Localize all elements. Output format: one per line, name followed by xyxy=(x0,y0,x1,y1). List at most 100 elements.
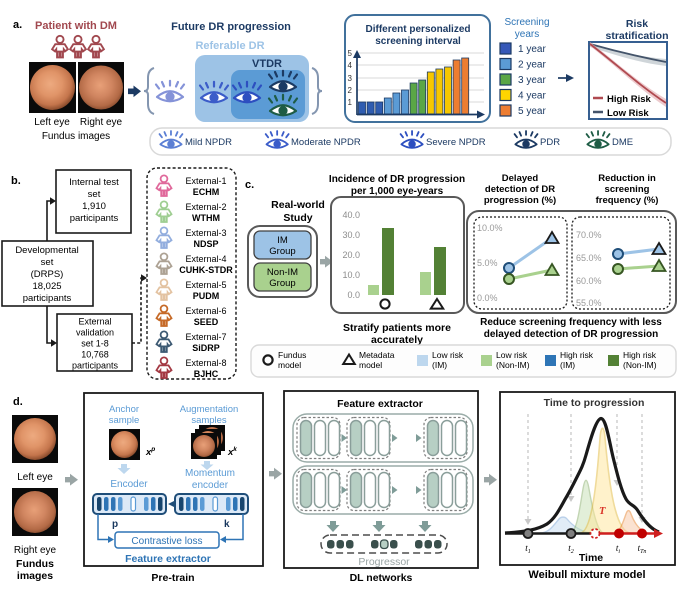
svg-text:progression (%): progression (%) xyxy=(484,195,556,206)
svg-text:(Non-IM): (Non-IM) xyxy=(623,360,657,370)
svg-text:Patient with DM: Patient with DM xyxy=(35,20,117,32)
svg-text:b.: b. xyxy=(11,175,21,187)
svg-text:Non-IM: Non-IM xyxy=(267,267,298,278)
svg-text:(Non-IM): (Non-IM) xyxy=(496,360,530,370)
svg-text:p: p xyxy=(112,519,118,530)
svg-text:Real-world: Real-world xyxy=(271,199,325,211)
svg-text:2 year: 2 year xyxy=(518,60,546,71)
svg-text:DME: DME xyxy=(612,137,633,148)
svg-text:1: 1 xyxy=(348,98,353,107)
svg-text:samples: samples xyxy=(191,415,227,426)
svg-text:4 year: 4 year xyxy=(518,91,546,102)
svg-text:tTn: tTn xyxy=(638,543,647,555)
svg-text:60.0%: 60.0% xyxy=(576,276,602,286)
svg-text:Fundus images: Fundus images xyxy=(42,131,110,142)
svg-text:External-5: External-5 xyxy=(185,280,226,290)
svg-text:65.0%: 65.0% xyxy=(576,253,602,263)
svg-text:frequency (%): frequency (%) xyxy=(596,195,659,206)
svg-text:Pre-train: Pre-train xyxy=(151,572,194,584)
svg-text:Contrastive loss: Contrastive loss xyxy=(131,536,202,547)
svg-text:Time to progression: Time to progression xyxy=(544,397,645,409)
svg-text:VTDR: VTDR xyxy=(252,58,282,70)
svg-text:Time: Time xyxy=(579,552,603,564)
svg-text:delayed detection of DR progre: delayed detection of DR progression xyxy=(484,329,658,340)
svg-text:0.0: 0.0 xyxy=(347,290,360,300)
svg-text:Stratify patients more: Stratify patients more xyxy=(343,322,451,334)
svg-text:Moderate NPDR: Moderate NPDR xyxy=(291,137,361,148)
svg-text:Augmentation: Augmentation xyxy=(180,404,239,415)
svg-text:Incidence of DR progression: Incidence of DR progression xyxy=(329,174,465,185)
svg-text:participants: participants xyxy=(23,293,72,304)
svg-text:Feature extractor: Feature extractor xyxy=(125,553,211,565)
svg-text:Mild NPDR: Mild NPDR xyxy=(185,137,232,148)
svg-text:SEED: SEED xyxy=(194,317,219,327)
svg-text:screening: screening xyxy=(605,184,650,195)
svg-text:ECHM: ECHM xyxy=(193,187,220,197)
svg-text:detection of DR: detection of DR xyxy=(485,184,555,195)
svg-text:model: model xyxy=(278,360,301,370)
svg-text:set: set xyxy=(88,189,101,200)
svg-text:t1: t1 xyxy=(525,543,531,555)
svg-text:Reduction in: Reduction in xyxy=(598,173,656,184)
svg-text:18,025: 18,025 xyxy=(32,281,61,292)
svg-text:External-1: External-1 xyxy=(185,176,226,186)
svg-text:High risk: High risk xyxy=(560,350,594,360)
svg-text:5: 5 xyxy=(348,49,353,58)
svg-text:Progressor: Progressor xyxy=(358,556,410,568)
svg-text:Severe NPDR: Severe NPDR xyxy=(426,137,486,148)
svg-text:Left eye: Left eye xyxy=(34,117,70,128)
svg-text:sample: sample xyxy=(109,415,140,426)
svg-text:IM: IM xyxy=(277,235,288,246)
svg-text:1,910: 1,910 xyxy=(82,201,106,212)
svg-text:10.0: 10.0 xyxy=(342,270,360,280)
svg-text:CUHK-STDR: CUHK-STDR xyxy=(179,265,233,275)
svg-text:(IM): (IM) xyxy=(560,360,575,370)
svg-text:d.: d. xyxy=(13,396,23,408)
svg-text:Right eye: Right eye xyxy=(14,545,57,556)
svg-text:participants: participants xyxy=(70,213,119,224)
svg-text:encoder: encoder xyxy=(192,480,229,491)
svg-text:Weibull mixture model: Weibull mixture model xyxy=(528,569,645,581)
svg-text:participants: participants xyxy=(72,361,119,371)
svg-text:External-6: External-6 xyxy=(185,306,226,316)
svg-text:Right eye: Right eye xyxy=(80,117,123,128)
svg-text:Internal test: Internal test xyxy=(69,177,119,188)
svg-text:Referable DR: Referable DR xyxy=(195,40,264,52)
svg-text:External-8: External-8 xyxy=(185,358,226,368)
svg-text:Different personalized: Different personalized xyxy=(365,24,470,35)
svg-text:Low risk: Low risk xyxy=(496,350,528,360)
svg-text:70.0%: 70.0% xyxy=(576,230,602,240)
svg-text:Screening: Screening xyxy=(504,17,549,28)
svg-text:Delayed: Delayed xyxy=(502,173,539,184)
svg-text:Fundus: Fundus xyxy=(278,350,306,360)
svg-text:3 year: 3 year xyxy=(518,75,546,86)
svg-text:55.0%: 55.0% xyxy=(576,298,602,308)
svg-text:Study: Study xyxy=(283,212,312,224)
svg-text:External: External xyxy=(78,317,111,327)
svg-text:10.0%: 10.0% xyxy=(477,223,503,233)
svg-text:(DRPS): (DRPS) xyxy=(31,269,64,280)
svg-text:model: model xyxy=(359,360,382,370)
svg-text:Encoder: Encoder xyxy=(110,479,148,490)
svg-text:Momentum: Momentum xyxy=(185,468,235,479)
svg-text:5 year: 5 year xyxy=(518,106,546,117)
svg-text:2: 2 xyxy=(348,86,353,95)
svg-text:SiDRP: SiDRP xyxy=(192,343,220,353)
svg-text:4: 4 xyxy=(348,61,353,70)
svg-text:10,768: 10,768 xyxy=(81,350,109,360)
svg-text:Future DR progression: Future DR progression xyxy=(171,21,291,33)
svg-text:Group: Group xyxy=(269,278,295,289)
svg-text:DL networks: DL networks xyxy=(350,572,413,584)
svg-text:T: T xyxy=(599,506,606,517)
svg-text:PDR: PDR xyxy=(540,137,560,148)
svg-text:Metadata: Metadata xyxy=(359,350,395,360)
svg-text:High risk: High risk xyxy=(623,350,657,360)
svg-text:Low risk: Low risk xyxy=(432,350,464,360)
svg-text:Developmental: Developmental xyxy=(15,245,78,256)
svg-text:Risk: Risk xyxy=(626,18,648,30)
svg-text:Fundus: Fundus xyxy=(16,558,54,570)
svg-text:images: images xyxy=(17,570,53,582)
svg-text:per 1,000 eye-years: per 1,000 eye-years xyxy=(351,186,444,197)
svg-text:k: k xyxy=(224,519,230,530)
svg-text:xk: xk xyxy=(227,446,237,458)
